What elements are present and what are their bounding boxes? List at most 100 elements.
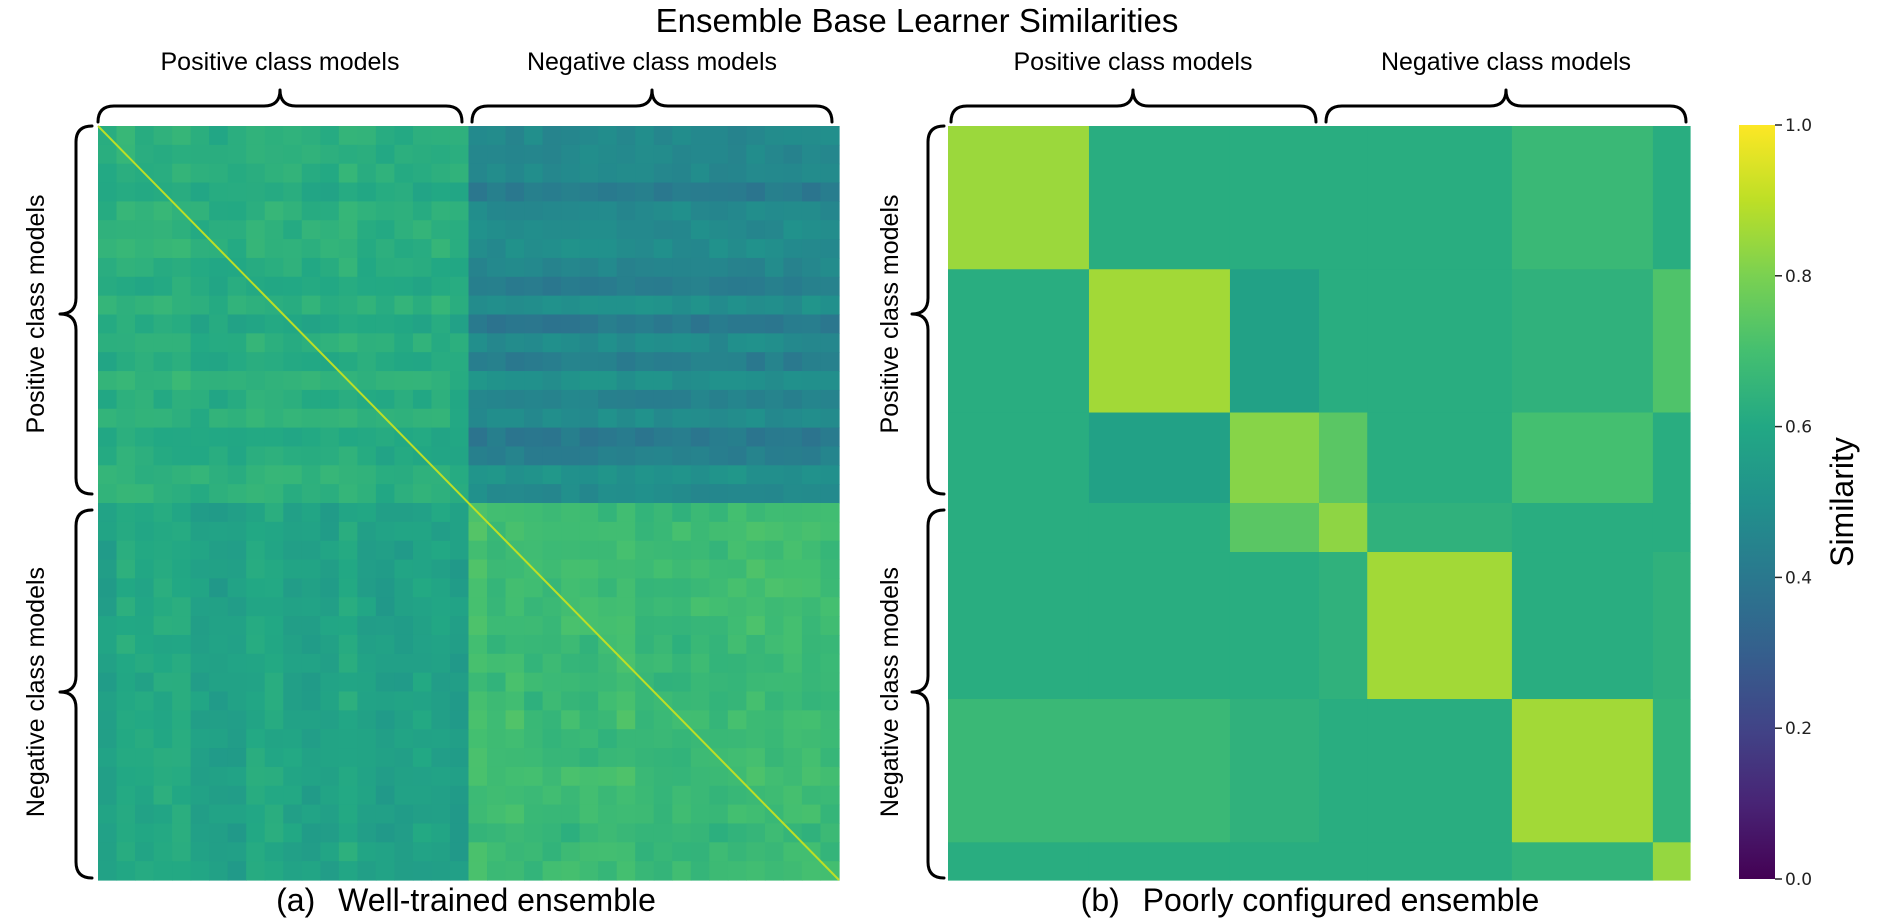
heatmap-a-cell: [320, 634, 340, 655]
heatmap-a-cell: [468, 729, 488, 749]
heatmap-a-cell: [635, 748, 655, 768]
heatmap-a-cell: [561, 710, 581, 730]
heatmap-a-cell: [116, 804, 136, 825]
heatmap-a-cell: [764, 521, 785, 542]
heatmap-a-cell: [727, 389, 747, 410]
heatmap-a-cell: [449, 729, 470, 749]
heatmap-a-cell: [264, 201, 284, 221]
heatmap-a-cell: [172, 785, 192, 806]
heatmap-a-cell: [227, 861, 247, 881]
heatmap-a-cell: [635, 653, 655, 674]
heatmap-a-cell: [690, 239, 710, 259]
heatmap-a-cell: [598, 616, 618, 636]
heatmap-a-cell: [264, 559, 284, 579]
heatmap-a-cell: [338, 239, 358, 259]
heatmap-a-cell: [172, 748, 192, 768]
heatmap-a-cell: [209, 804, 229, 825]
heatmap-a-cell: [338, 766, 358, 787]
heatmap-a-cell: [801, 314, 822, 334]
heatmap-a-cell: [449, 653, 470, 674]
heatmap-a-cell: [264, 766, 284, 787]
heatmap-a-cell: [412, 748, 433, 768]
heatmap-a-cell: [764, 578, 785, 598]
heatmap-a-cell: [598, 239, 618, 259]
heatmap-a-cell: [524, 540, 544, 561]
heatmap-a-cell: [820, 672, 840, 693]
heatmap-a-cell: [431, 729, 451, 749]
heatmap-a-cell: [357, 484, 377, 504]
heatmap-a-cell: [209, 144, 229, 165]
heatmap-a-cell: [394, 465, 414, 485]
heatmap-a-cell: [153, 408, 173, 429]
heatmap-a-cell: [542, 804, 562, 825]
heatmap-a-cell: [153, 804, 173, 825]
heatmap-b-cell: [948, 552, 1090, 700]
heatmap-a-cell: [561, 239, 581, 259]
heatmap-a-cell: [690, 144, 710, 165]
heatmap-a-cell: [190, 521, 210, 542]
heatmap-a-cell: [135, 144, 155, 165]
heatmap-a-cell: [653, 653, 673, 674]
heatmap-a-cell: [190, 804, 210, 825]
heatmap-a-cell: [746, 578, 766, 598]
heatmap-a-cell: [98, 710, 118, 730]
heatmap-a-cell: [246, 257, 266, 278]
heatmap-a-cell: [375, 220, 396, 240]
heatmap-a-cell: [653, 785, 673, 806]
heatmap-a-cell: [172, 597, 192, 617]
heatmap-a-cell: [172, 126, 192, 146]
heatmap-a-cell: [301, 314, 321, 334]
heatmap-a-cell: [561, 578, 581, 598]
heatmap-a-cell: [635, 823, 655, 843]
heatmap-a-cell: [635, 578, 655, 598]
heatmap-a-cell: [598, 710, 618, 730]
heatmap-a-cell: [116, 823, 136, 843]
heatmap-a-cell: [579, 220, 599, 240]
heatmap-a-cell: [616, 257, 636, 278]
heatmap-a-cell: [116, 333, 136, 353]
heatmap-a-cell: [320, 371, 340, 391]
heatmap-a-cell: [394, 521, 414, 542]
heatmap-a-cell: [561, 672, 581, 693]
heatmap-a-cell: [431, 748, 451, 768]
heatmap-a-cell: [783, 295, 803, 316]
heatmap-a-cell: [431, 785, 451, 806]
heatmap-a-cell: [338, 578, 358, 598]
heatmap-a-cell: [561, 144, 581, 165]
heatmap-a-cell: [653, 748, 673, 768]
heatmap-a-cell: [209, 578, 229, 598]
heatmap-a-cell: [487, 578, 507, 598]
heatmap-a-cell: [653, 465, 673, 485]
heatmap-a-cell: [709, 257, 729, 278]
heatmap-a-cell: [227, 766, 247, 787]
heatmap-a-cell: [579, 371, 599, 391]
heatmap-a-cell: [283, 484, 303, 504]
heatmap-a-cell: [264, 220, 284, 240]
heatmap-a-cell: [449, 634, 470, 655]
heatmap-a-cell: [227, 729, 247, 749]
heatmap-a-cell: [616, 389, 636, 410]
heatmap-a-cell: [412, 484, 433, 504]
heatmap-a-cell: [764, 257, 785, 278]
heatmap-a-cell: [487, 163, 507, 184]
heatmap-a-cell: [153, 710, 173, 730]
heatmap-a-cell: [653, 823, 673, 843]
heatmap-a-cell: [338, 597, 358, 617]
heatmap-a-cell: [801, 446, 822, 466]
heatmap-a-cell: [153, 616, 173, 636]
heatmap-a-cell: [653, 559, 673, 579]
heatmap-a-cell: [764, 427, 785, 448]
heatmap-a-cell: [727, 333, 747, 353]
heatmap-a-cell: [542, 729, 562, 749]
heatmap-a-cell: [598, 766, 618, 787]
heatmap-a-cell: [598, 182, 618, 202]
panel-a-left-label-negative: Negative class models: [22, 567, 50, 817]
heatmap-a-cell: [561, 352, 581, 372]
heatmap-a-cell: [672, 408, 692, 429]
heatmap-a-cell: [542, 126, 562, 146]
heatmap-a-cell: [116, 389, 136, 410]
heatmap-a-cell: [98, 766, 118, 787]
heatmap-a-cell: [190, 276, 210, 297]
heatmap-a-cell: [227, 559, 247, 579]
heatmap-a-cell: [820, 842, 840, 862]
